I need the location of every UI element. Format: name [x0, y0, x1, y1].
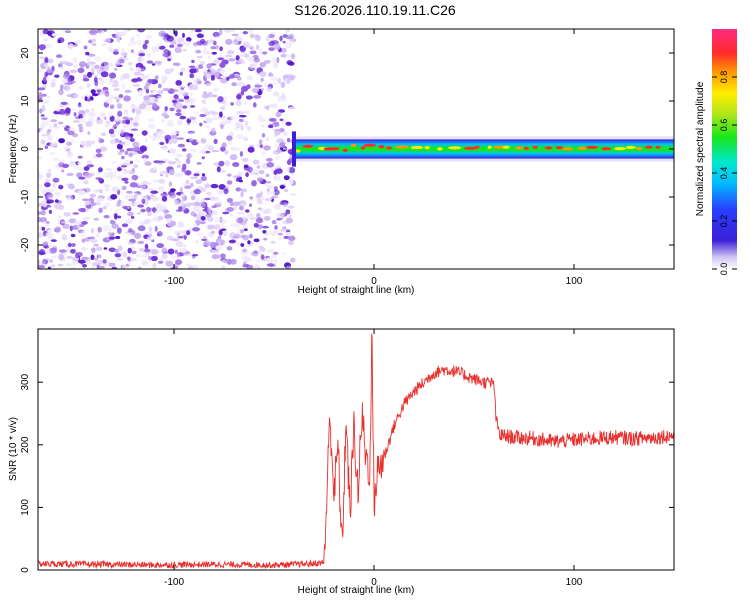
spectrogram-y-tick-label: -10 [20, 189, 31, 204]
colorbar-tick-label: 0.2 [719, 215, 729, 228]
snr-frame [37, 328, 675, 571]
spectrogram-x-tick-label: -100 [164, 276, 184, 287]
spectrogram-y-tick-label: 0 [20, 146, 31, 152]
snr-y-axis-label: SNR (10 * v/v) [8, 417, 19, 481]
spectrogram-y-axis-label: Frequency (Hz) [8, 115, 19, 184]
colorbar-tick-label: 0.6 [719, 119, 729, 132]
snr-y-tick-label: 100 [20, 499, 31, 516]
snr-y-tick-label: 300 [20, 373, 31, 390]
snr-plot-area [38, 333, 674, 570]
colorbar-gradient [712, 29, 737, 269]
snr-ticks: -100 0 100 0 100 200 300 [20, 329, 674, 588]
snr-x-axis-label: Height of straight line (km) [298, 585, 415, 596]
spectrogram-y-tick-label: 10 [20, 95, 31, 107]
chart-title: S126.2026.110.19.11.C26 [294, 2, 456, 18]
noise-speckle [38, 29, 297, 269]
spectrogram-x-axis-label: Height of straight line (km) [298, 285, 415, 296]
colorbar-tick-label: 0.0 [719, 263, 729, 276]
snr-x-tick-label: 100 [566, 577, 583, 588]
colorbar: 0.0 0.2 0.4 0.6 0.8 Normalized spectral ampl… [695, 29, 737, 275]
snr-x-tick-label: 0 [371, 577, 377, 588]
colorbar-label: Normalized spectral amplitude [695, 81, 706, 216]
spectrogram-y-tick-label: 20 [20, 47, 31, 59]
spectrogram-y-tick-label: -20 [20, 237, 31, 252]
snr-series-line [38, 333, 674, 570]
spectrogram-x-tick-label: 100 [566, 276, 583, 287]
snr-panel: -100 0 100 0 100 200 300 Height of straight li… [8, 328, 675, 596]
snr-y-tick-label: 0 [20, 567, 31, 573]
spectrogram-x-tick-label: 0 [371, 276, 377, 287]
colorbar-ticks: 0.0 0.2 0.4 0.6 0.8 [712, 71, 737, 276]
snr-y-tick-label: 200 [20, 436, 31, 453]
spectrogram-plot-area [38, 29, 674, 269]
snr-x-tick-label: -100 [164, 577, 184, 588]
colorbar-tick-label: 0.4 [719, 167, 729, 180]
signal-band [292, 131, 674, 167]
colorbar-tick-label: 0.8 [719, 71, 729, 84]
